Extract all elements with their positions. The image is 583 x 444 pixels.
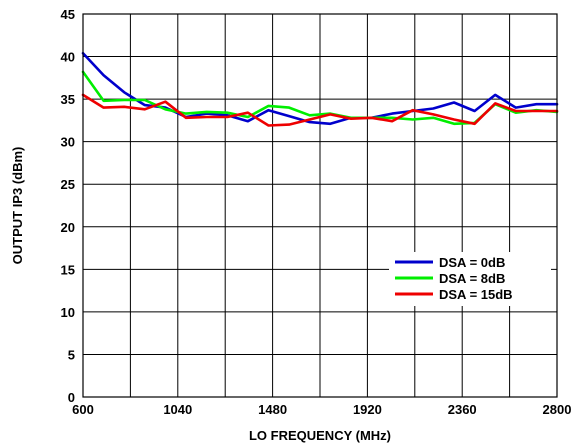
- x-tick-label: 600: [72, 402, 94, 417]
- y-tick-label: 15: [61, 262, 75, 277]
- y-tick-label: 30: [61, 135, 75, 150]
- y-tick-label: 40: [61, 50, 75, 65]
- x-tick-label: 2360: [448, 402, 477, 417]
- y-tick-label: 20: [61, 220, 75, 235]
- y-tick-label: 0: [68, 390, 75, 405]
- legend-label: DSA = 8dB: [439, 271, 505, 286]
- x-tick-label: 1480: [258, 402, 287, 417]
- x-tick-label: 1920: [353, 402, 382, 417]
- y-tick-label: 10: [61, 305, 75, 320]
- y-axis-title: OUTPUT IP3 (dBm): [10, 147, 25, 265]
- x-tick-labels: 600 1040 1480 1920 2360 2800: [72, 402, 571, 417]
- x-axis-title: LO FREQUENCY (MHz): [249, 428, 391, 443]
- legend-label: DSA = 0dB: [439, 255, 505, 270]
- x-tick-label: 1040: [163, 402, 192, 417]
- y-tick-label: 25: [61, 177, 75, 192]
- series-layer: [81, 51, 559, 127]
- y-tick-label: 35: [61, 92, 75, 107]
- series-line-3: [81, 93, 559, 127]
- plot-frame: [82, 13, 558, 398]
- x-tick-label: 2800: [543, 402, 572, 417]
- y-tick-labels: 0 5 10 15 20 25 30 35 40 45: [61, 7, 75, 405]
- y-tick-label: 45: [61, 7, 75, 22]
- y-tick-label: 5: [68, 347, 75, 362]
- legend-label: DSA = 15dB: [439, 287, 513, 302]
